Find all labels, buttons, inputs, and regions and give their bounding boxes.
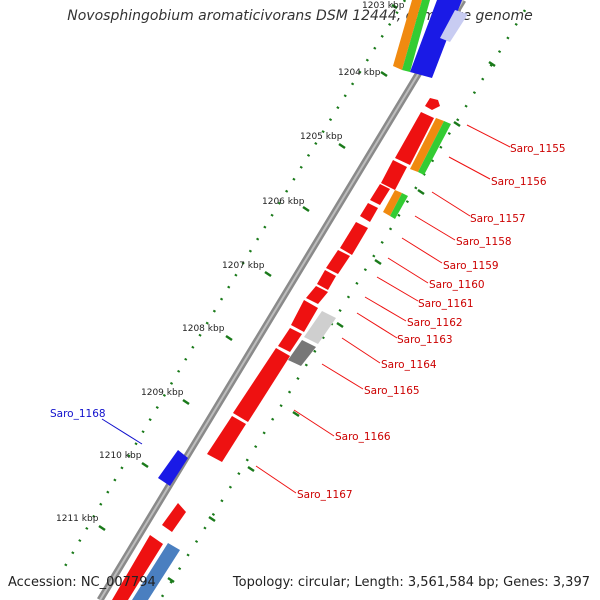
- ruler-label-1204: 1204 kbp: [338, 68, 381, 78]
- gene-red-1[interactable]: [425, 98, 440, 110]
- ruler-label-1210: 1210 kbp: [99, 451, 142, 461]
- gene-lightgray-1163[interactable]: [304, 311, 336, 344]
- gene-gray-1164[interactable]: [288, 340, 316, 366]
- gene-red-7[interactable]: [326, 250, 350, 274]
- gene-label-saro-1155[interactable]: Saro_1155: [510, 143, 566, 155]
- gene-red-13[interactable]: [207, 416, 246, 462]
- gene-label-saro-1158[interactable]: Saro_1158: [456, 236, 512, 248]
- ruler-label-1209: 1209 kbp: [141, 388, 184, 398]
- genome-summary-text: Topology: circular; Length: 3,561,584 bp…: [232, 575, 590, 590]
- gene-red-8[interactable]: [317, 270, 336, 290]
- ruler-label-1208: 1208 kbp: [182, 324, 225, 334]
- ruler-label-1211: 1211 kbp: [56, 514, 99, 524]
- gene-label-saro-1162[interactable]: Saro_1162: [407, 317, 463, 329]
- ruler-label-1203: 1203 kbp: [362, 1, 405, 11]
- gene-green-1156[interactable]: [418, 121, 451, 175]
- genome-backbone-highlight: [99, 0, 464, 600]
- gene-label-saro-1156[interactable]: Saro_1156: [491, 176, 547, 188]
- gene-track-forward[interactable]: [112, 98, 440, 600]
- gene-label-saro-1161[interactable]: Saro_1161: [418, 298, 474, 310]
- gene-label-saro-1168[interactable]: Saro_1168: [50, 408, 106, 420]
- gene-red-15[interactable]: [112, 535, 163, 600]
- gene-track-top[interactable]: [393, 0, 468, 78]
- gene-label-saro-1164[interactable]: Saro_1164: [381, 359, 437, 371]
- gene-label-saro-1166[interactable]: Saro_1166: [335, 431, 391, 443]
- gene-orange-1158[interactable]: [383, 190, 402, 216]
- gene-red-3[interactable]: [381, 160, 407, 190]
- gene-label-saro-1167[interactable]: Saro_1167: [297, 489, 353, 501]
- gene-red-14[interactable]: [162, 503, 186, 532]
- gene-label-saro-1163[interactable]: Saro_1163: [397, 334, 453, 346]
- gene-steelblue-bottom[interactable]: [132, 543, 180, 600]
- gene-green-top[interactable]: [402, 0, 430, 72]
- gene-label-saro-1159[interactable]: Saro_1159: [443, 260, 499, 272]
- ruler-major-ticks: [98, 3, 496, 584]
- gene-red-4[interactable]: [370, 184, 390, 205]
- gene-label-saro-1160[interactable]: Saro_1160: [429, 279, 485, 291]
- ruler-label-1207: 1207 kbp: [222, 261, 265, 271]
- gene-red-12[interactable]: [233, 348, 290, 422]
- gene-red-6[interactable]: [340, 222, 368, 255]
- gene-track-inner[interactable]: [132, 118, 451, 600]
- gene-lightblue-top[interactable]: [440, 10, 468, 42]
- ruler-label-1206: 1206 kbp: [262, 197, 305, 207]
- label-leader-lines: [255, 124, 511, 494]
- gene-blue-top[interactable]: [410, 0, 462, 78]
- gene-red-2[interactable]: [395, 112, 434, 165]
- ruler-label-1205: 1205 kbp: [300, 132, 343, 142]
- gene-red-5[interactable]: [360, 203, 378, 222]
- gene-orange-1156[interactable]: [410, 118, 444, 172]
- label-leader-line-blue: [101, 418, 143, 445]
- gene-green-1158[interactable]: [390, 193, 408, 219]
- gene-red-11[interactable]: [278, 328, 302, 352]
- gene-label-saro-1157[interactable]: Saro_1157: [470, 213, 526, 225]
- gene-blue-1168[interactable]: [158, 450, 188, 486]
- accession-text: Accession: NC_007794: [8, 575, 156, 590]
- gene-label-saro-1165[interactable]: Saro_1165: [364, 385, 420, 397]
- ruler-dotted-rail-outer: [58, 0, 407, 576]
- gene-red-10[interactable]: [291, 300, 318, 332]
- gene-orange-top[interactable]: [393, 0, 422, 70]
- gene-red-9[interactable]: [306, 286, 328, 304]
